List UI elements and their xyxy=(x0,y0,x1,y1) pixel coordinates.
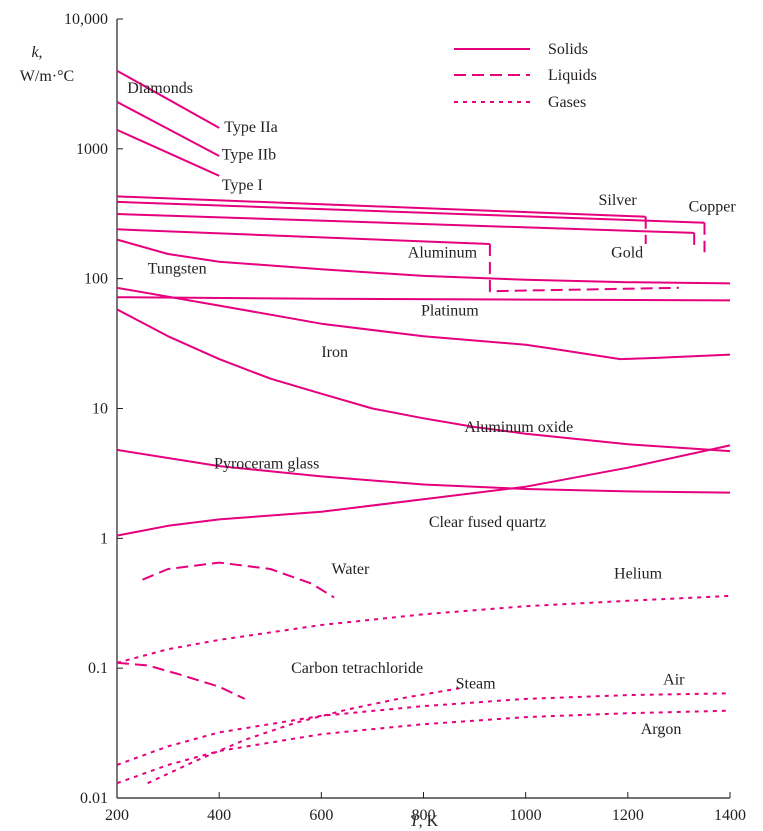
curve-labels: Diamonds Type IIa Type IIb Type I Silver Copp… xyxy=(127,80,736,738)
curve-water xyxy=(142,561,335,599)
y-tick-label: 0.1 xyxy=(88,660,108,677)
label-helium: Helium xyxy=(614,566,663,583)
x-tick-label: 800 xyxy=(412,807,436,824)
curve-gold xyxy=(116,213,695,234)
x-tick-label: 200 xyxy=(105,807,129,824)
curve-air xyxy=(116,692,731,766)
curve-type-i xyxy=(116,128,220,177)
curve-type-iia xyxy=(116,69,220,129)
x-tick-label: 1400 xyxy=(714,807,746,824)
label-iron: Iron xyxy=(321,344,348,361)
label-clear-fused-quartz: Clear fused quartz xyxy=(429,514,546,531)
curve-pyroceram-glass xyxy=(116,448,731,494)
legend: Solids Liquids Gases xyxy=(454,41,597,111)
y-tick-label: 0.01 xyxy=(80,790,108,807)
curve-iron xyxy=(116,286,731,361)
y-axis-title: k, W/m·°C xyxy=(20,44,74,85)
label-silver: Silver xyxy=(599,192,638,209)
curve-aluminum xyxy=(116,228,490,245)
ticks: 200 400 600 800 1000 1200 1400 0.01 0.1 1 10 100 100… xyxy=(64,11,746,824)
curve-carbon-tetrachloride xyxy=(116,661,246,700)
phase-change-segment xyxy=(488,244,679,293)
curve-aluminum-oxide xyxy=(116,308,731,453)
curve-argon xyxy=(116,709,731,785)
label-tungsten: Tungsten xyxy=(148,260,207,277)
curve-platinum xyxy=(116,296,731,302)
legend-liquids-label: Liquids xyxy=(548,67,597,84)
curve-type-iib xyxy=(116,101,220,157)
label-carbon-tetrachloride: Carbon tetrachloride xyxy=(291,660,423,677)
y-tick-label: 100 xyxy=(84,271,108,288)
label-aluminum: Aluminum xyxy=(408,245,478,262)
label-diamonds: Diamonds xyxy=(127,80,193,97)
label-air: Air xyxy=(663,671,685,688)
label-gold: Gold xyxy=(611,245,643,262)
label-pyroceram-glass: Pyroceram glass xyxy=(214,456,319,473)
x-tick-label: 600 xyxy=(309,807,333,824)
legend-gases-label: Gases xyxy=(548,94,586,111)
x-tick-label: 400 xyxy=(207,807,231,824)
label-platinum: Platinum xyxy=(421,303,479,320)
label-type-iia: Type IIa xyxy=(224,119,278,136)
x-tick-label: 1000 xyxy=(510,807,542,824)
x-tick-label: 1200 xyxy=(612,807,644,824)
curve-silver xyxy=(116,195,646,218)
y-axis-title-unit: W/m·°C xyxy=(20,68,74,85)
label-aluminum-oxide: Aluminum oxide xyxy=(464,419,573,436)
curve-clear-fused-quartz xyxy=(116,444,731,537)
label-type-i: Type I xyxy=(222,177,263,194)
curves xyxy=(116,69,731,785)
y-tick-label: 10,000 xyxy=(64,11,108,28)
curve-tungsten xyxy=(116,238,731,285)
y-tick-label: 1000 xyxy=(76,141,108,158)
curve-copper xyxy=(116,200,705,224)
label-argon: Argon xyxy=(641,721,682,738)
legend-solids-label: Solids xyxy=(548,41,588,58)
label-type-iib: Type IIb xyxy=(222,146,276,163)
y-tick-label: 10 xyxy=(92,401,108,418)
curve-steam xyxy=(147,687,460,785)
label-copper: Copper xyxy=(689,198,737,215)
label-water: Water xyxy=(332,561,370,578)
y-tick-label: 1 xyxy=(100,530,108,547)
axes xyxy=(116,19,730,799)
label-steam: Steam xyxy=(456,675,497,692)
curve-helium xyxy=(116,594,731,664)
y-axis-title-var: k, xyxy=(31,44,42,61)
x-axis-title: T, K xyxy=(410,813,439,830)
